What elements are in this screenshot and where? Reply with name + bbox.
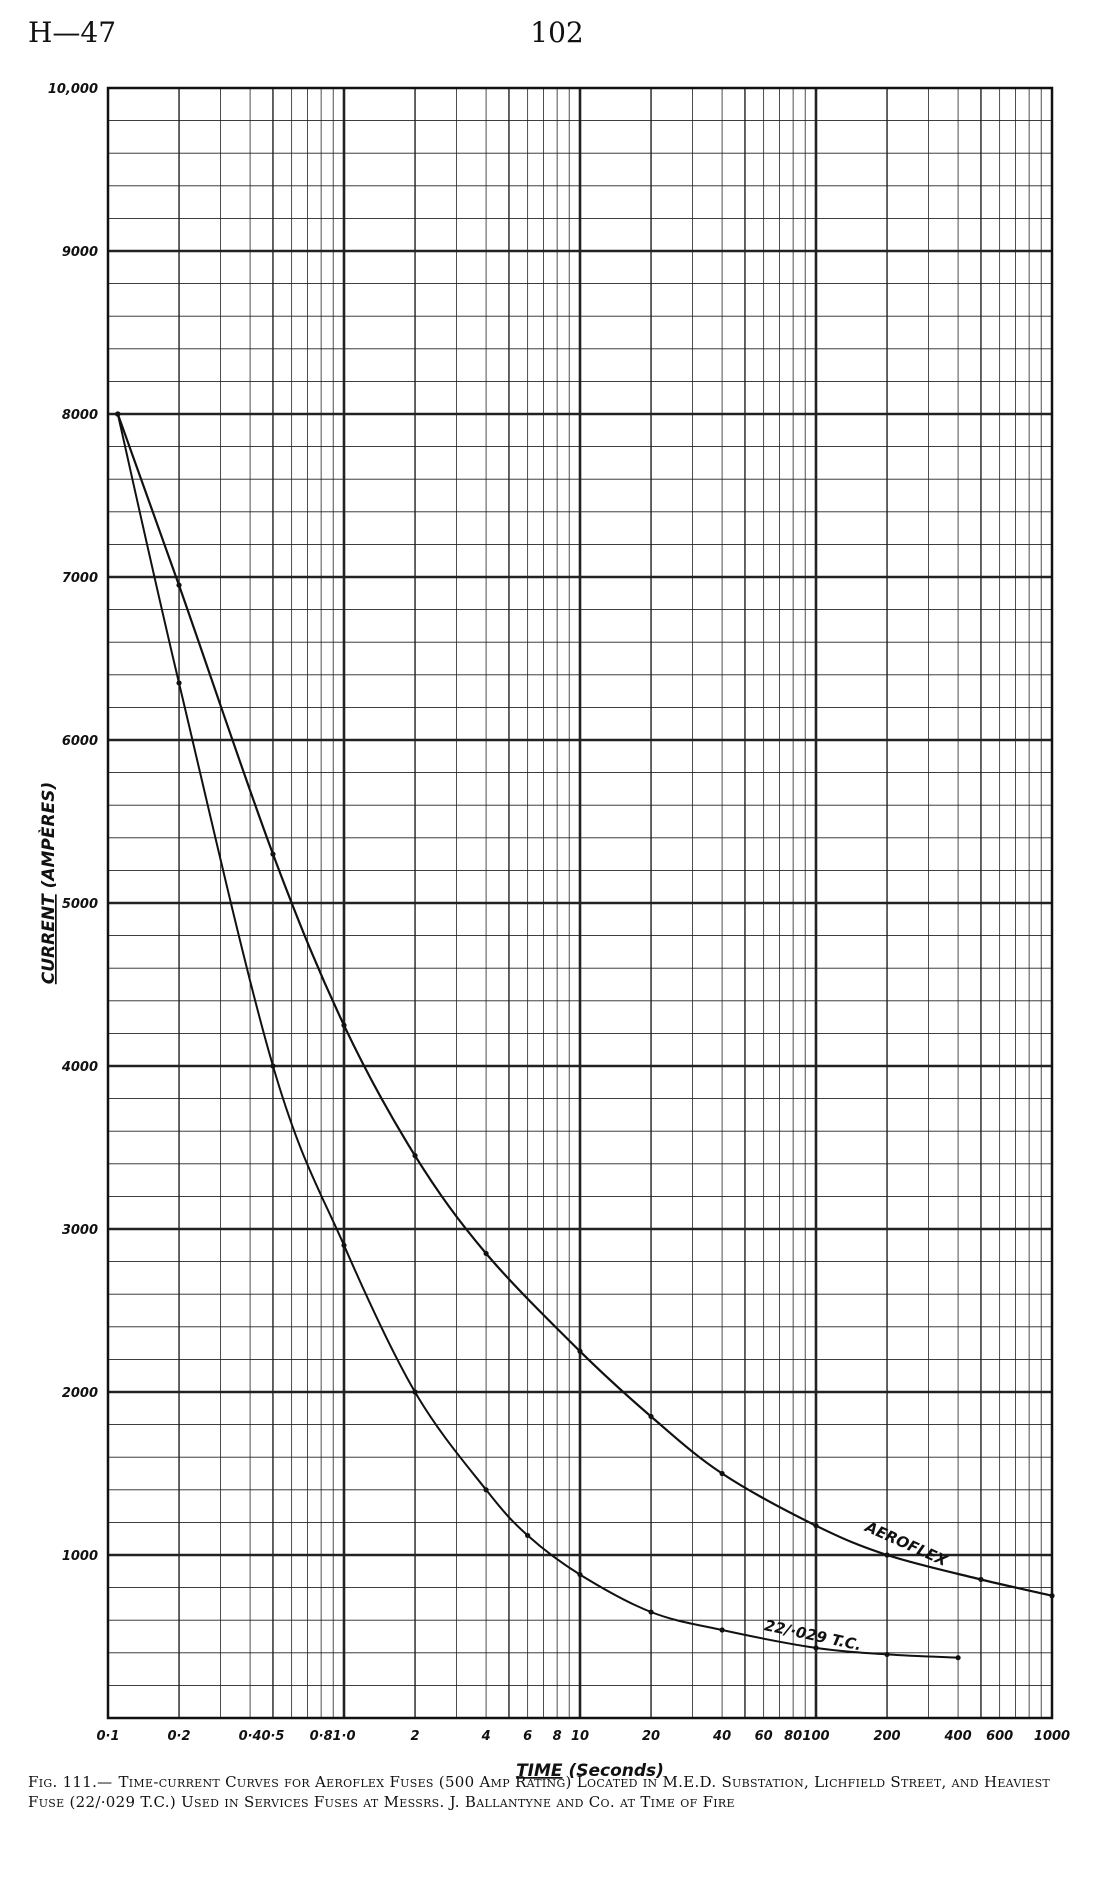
y-tick-label: 2000 (62, 1386, 98, 1401)
x-tick-label: 60 (755, 1729, 773, 1744)
data-point (813, 1523, 819, 1529)
x-tick-label: 600 (986, 1729, 1013, 1744)
x-tick-label: 8 (553, 1729, 562, 1744)
data-point (884, 1651, 890, 1658)
curve-aeroflex (116, 413, 1053, 1597)
data-point (176, 582, 182, 588)
data-point (648, 1609, 654, 1615)
x-tick-label: 0·1 (96, 1729, 119, 1744)
data-point (577, 1348, 583, 1354)
x-tick-label: 80 (784, 1729, 802, 1744)
figure-caption: Fig. 111.— Time-current Curves for Aerofl… (28, 1772, 1088, 1812)
data-point (176, 680, 182, 686)
x-tick-label: 0·4 (239, 1729, 262, 1744)
data-point (525, 1532, 531, 1539)
y-tick-label: 5000 (62, 897, 98, 912)
data-point (270, 851, 276, 857)
y-tick-label: 6000 (62, 734, 98, 749)
y-tick-label: 3000 (62, 1223, 98, 1238)
data-point (577, 1571, 583, 1578)
data-point (412, 1153, 418, 1159)
x-tick-label: 0·5 (261, 1729, 284, 1744)
x-axis-label: TIME (Seconds) (516, 1761, 664, 1781)
x-axis-label-unit: (Seconds) (563, 1761, 664, 1781)
x-tick-label: 0·8 (310, 1729, 333, 1744)
x-tick-label: 200 (873, 1729, 900, 1744)
data-point (955, 1655, 961, 1661)
y-axis-label-unit: (AMPÈRES) (37, 782, 59, 895)
y-axis-label-main: CURRENT (39, 893, 59, 984)
x-tick-label: 20 (642, 1729, 660, 1744)
y-tick-label: 10,000 (48, 82, 98, 97)
x-tick-label: 40 (712, 1729, 731, 1744)
figure-number: Fig. 111.— (28, 1773, 113, 1791)
caption-text: Time-current Curves for Aeroflex Fuses (… (28, 1773, 1051, 1811)
y-axis-label: CURRENT (AMPÈRES) (37, 782, 59, 984)
chart-curves: AEROFLEX 22/·029 T.C. (115, 411, 1055, 1661)
plot-frame (106, 86, 1054, 1720)
curve-tc-fuse (116, 413, 959, 1659)
data-point (341, 1022, 347, 1028)
x-tick-label: 10 (571, 1729, 589, 1744)
curve-label: 22/·029 T.C. (763, 1616, 863, 1654)
x-tick-label: 4 (481, 1729, 491, 1744)
data-point (483, 1487, 489, 1493)
data-point (115, 411, 121, 417)
y-tick-label: 4000 (61, 1060, 98, 1075)
y-tick-label: 9000 (62, 245, 98, 260)
data-point (719, 1627, 725, 1633)
data-point (719, 1470, 725, 1477)
chart-tick-labels: 0·1 0·2 0·4 0·5 0·8 1·0 2 4 6 8 10 20 40 60 80 100 200 40… (48, 82, 1070, 1744)
data-point (884, 1552, 890, 1558)
chart-axis-labels: TIME (Seconds) CURRENT (AMPÈRES) (37, 782, 664, 1781)
page-reference: H—47 (28, 16, 117, 49)
x-tick-label: 6 (523, 1729, 532, 1744)
x-tick-label: 1·0 (332, 1729, 355, 1744)
curve-label: AEROFLEX (862, 1517, 952, 1570)
y-tick-label: 7000 (62, 571, 98, 586)
data-point (648, 1413, 654, 1420)
data-point (341, 1242, 347, 1248)
data-point (270, 1063, 276, 1069)
data-point (813, 1645, 819, 1651)
x-tick-label: 1000 (1034, 1729, 1070, 1744)
data-point (978, 1576, 984, 1583)
x-axis-label-main: TIME (516, 1761, 563, 1781)
x-tick-label: 400 (944, 1729, 972, 1744)
data-point (412, 1389, 418, 1395)
x-tick-label: 2 (411, 1729, 420, 1744)
y-tick-label: 1000 (62, 1549, 98, 1564)
chart-grid (108, 88, 1052, 1718)
data-point (483, 1250, 489, 1257)
y-tick-label: 8000 (62, 408, 98, 423)
x-tick-label: 100 (802, 1729, 829, 1744)
x-tick-label: 0·2 (168, 1729, 191, 1744)
page-number: 102 (530, 16, 584, 49)
data-point (1049, 1593, 1055, 1599)
